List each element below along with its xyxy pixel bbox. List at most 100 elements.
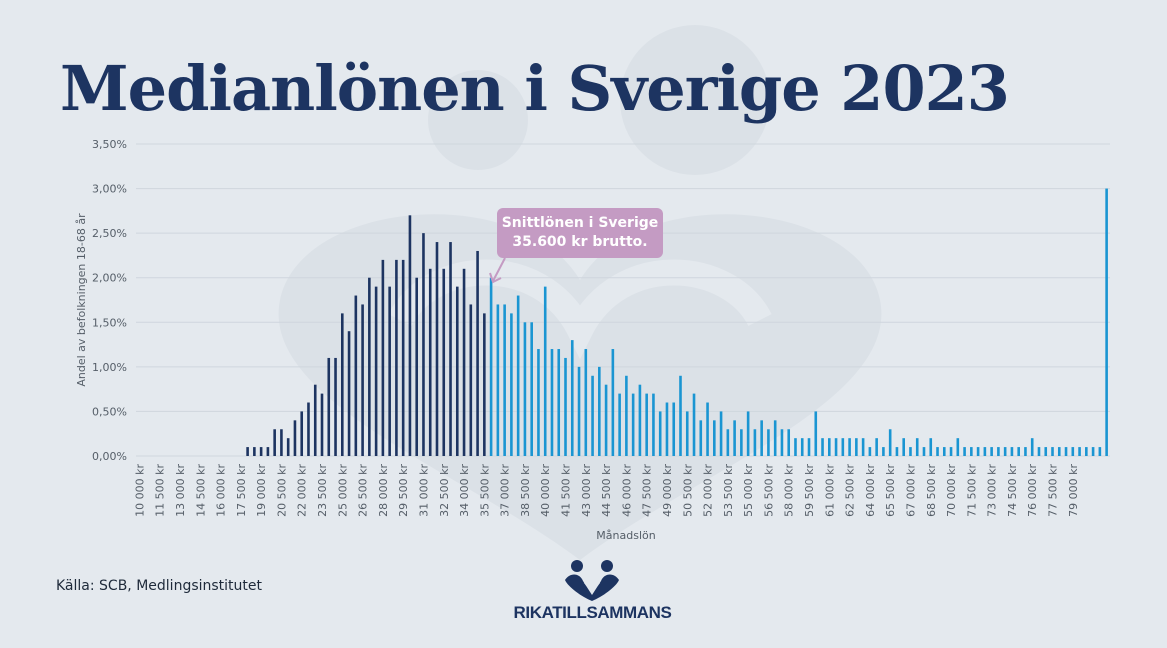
x-tick-label: 16 000 kr (215, 464, 228, 517)
bar (942, 447, 946, 456)
x-tick-label: 47 500 kr (641, 464, 654, 517)
x-tick-label: 52 000 kr (702, 464, 715, 517)
x-tick-label: 32 500 kr (438, 464, 451, 517)
x-tick-label: 29 500 kr (397, 464, 410, 517)
bar (557, 349, 561, 456)
x-tick-label: 22 000 kr (296, 464, 309, 517)
bar (293, 420, 297, 456)
bar (334, 357, 337, 456)
x-tick-label: 67 000 kr (904, 464, 917, 517)
bar (915, 438, 919, 456)
x-tick-label: 10 000 kr (133, 464, 146, 517)
bar (983, 447, 987, 456)
x-tick-label: 61 000 kr (823, 464, 836, 517)
bar (516, 295, 520, 456)
bar (253, 447, 256, 456)
bar (726, 429, 730, 456)
bar (740, 429, 743, 456)
bar (713, 420, 716, 456)
bar (827, 438, 831, 456)
source-text: Källa: SCB, Medlingsinstitutet (56, 578, 263, 594)
x-tick-label: 25 000 kr (336, 464, 349, 517)
x-tick-label: 46 000 kr (620, 464, 633, 517)
bar (489, 277, 493, 456)
bar (699, 420, 703, 456)
bar (442, 268, 446, 456)
bar (354, 295, 358, 456)
bar (1024, 447, 1027, 456)
bar (550, 349, 554, 456)
x-tick-label: 77 500 kr (1047, 464, 1060, 517)
bar (449, 242, 452, 456)
bar (821, 438, 824, 456)
bar (976, 447, 980, 456)
bar (685, 411, 689, 456)
bar (401, 259, 405, 456)
bar (415, 277, 419, 456)
average-salary-annotation: Snittlönen i Sverige 35.600 kr brutto. (497, 208, 663, 258)
bar (266, 447, 270, 456)
bar (767, 429, 770, 456)
x-tick-label: 65 500 kr (884, 464, 897, 517)
bar (455, 286, 459, 456)
x-tick-label: 14 500 kr (194, 464, 207, 517)
x-tick-label: 20 500 kr (275, 464, 288, 517)
bar (537, 349, 540, 456)
bar (794, 438, 797, 456)
bar (259, 447, 263, 456)
bar (692, 393, 696, 456)
annotation-line-1: Snittlönen i Sverige (501, 215, 659, 231)
bar (428, 268, 432, 456)
bar (868, 447, 872, 456)
bar (800, 438, 804, 456)
bar (510, 313, 513, 456)
bar (374, 286, 378, 456)
x-tick-label: 41 500 kr (560, 464, 573, 517)
bar (861, 438, 865, 456)
bar (361, 304, 364, 456)
x-tick-label: 64 000 kr (864, 464, 877, 517)
bar (760, 420, 763, 456)
bar (280, 429, 283, 456)
x-tick-label: 44 500 kr (600, 464, 613, 517)
bar (1017, 447, 1020, 456)
x-tick-label: 68 500 kr (925, 464, 938, 517)
x-axis-ticks: 10 000 kr 11 500 kr 13 000 kr 14 500 kr 16 0… (133, 464, 1079, 517)
bar (888, 429, 892, 456)
x-tick-label: 53 500 kr (722, 464, 735, 517)
bar (875, 438, 878, 456)
y-tick-label: 3,50% (92, 138, 127, 151)
bar (286, 438, 290, 456)
bar (645, 393, 648, 456)
x-tick-label: 37 000 kr (499, 464, 512, 517)
x-tick-label: 28 000 kr (377, 464, 390, 517)
bar (841, 438, 845, 456)
bar (625, 375, 628, 456)
bar (604, 384, 608, 456)
y-tick-label: 2,00% (92, 272, 127, 285)
x-tick-label: 11 500 kr (154, 464, 167, 517)
bar (570, 340, 574, 456)
x-tick-label: 35 500 kr (478, 464, 491, 517)
bar (848, 438, 851, 456)
bar (1037, 447, 1041, 456)
bar (652, 393, 655, 456)
bar (780, 429, 784, 456)
x-tick-label: 49 000 kr (661, 464, 674, 517)
annotation-line-2: 35.600 kr brutto. (512, 234, 648, 250)
bar (949, 447, 953, 456)
x-tick-label: 73 000 kr (986, 464, 999, 517)
bar (530, 322, 533, 456)
bar (564, 357, 567, 456)
bar (1003, 447, 1007, 456)
bar (895, 447, 899, 456)
bar (746, 411, 750, 456)
bar (395, 259, 398, 456)
bar (307, 402, 310, 456)
x-tick-label: 55 000 kr (742, 464, 755, 517)
bar (787, 429, 791, 456)
bar (618, 393, 621, 456)
bar (902, 438, 906, 456)
x-tick-label: 38 500 kr (519, 464, 532, 517)
